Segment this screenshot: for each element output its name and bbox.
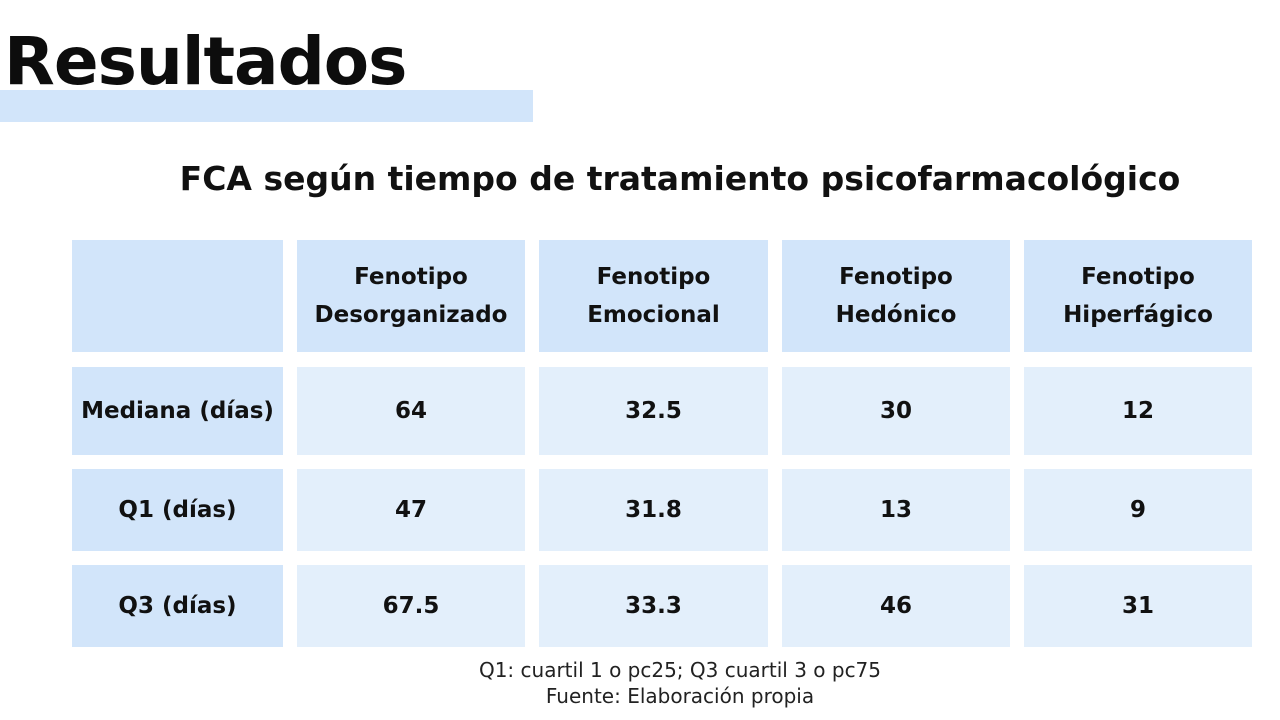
table-cell: 31	[1024, 565, 1252, 647]
footnote-quartiles: Q1: cuartil 1 o pc25; Q3 cuartil 3 o pc7…	[478, 658, 882, 682]
page-title: Resultados	[4, 23, 407, 100]
title-underline-bar	[0, 90, 533, 122]
table-header-desorganizado: Fenotipo Desorganizado	[297, 240, 525, 352]
table-cell: 64	[297, 367, 525, 455]
table-cell: 46	[782, 565, 1010, 647]
header-line: Fenotipo	[354, 264, 468, 290]
table-cell: 31.8	[539, 469, 768, 551]
header-line: Desorganizado	[314, 302, 508, 328]
table-cell: 9	[1024, 469, 1252, 551]
table-header-empty-cell	[72, 240, 283, 352]
table-cell: 12	[1024, 367, 1252, 455]
table-header-emocional: Fenotipo Emocional	[539, 240, 768, 352]
table-cell: 32.5	[539, 367, 768, 455]
table-cell: 13	[782, 469, 1010, 551]
table-cell: 33.3	[539, 565, 768, 647]
footnote-source: Fuente: Elaboración propia	[545, 684, 815, 708]
row-label-mediana: Mediana (días)	[72, 367, 283, 455]
header-line: Fenotipo	[839, 264, 953, 290]
table-header-hiperfagico: Fenotipo Hiperfágico	[1024, 240, 1252, 352]
table-cell: 47	[297, 469, 525, 551]
header-line: Fenotipo	[596, 264, 711, 290]
table-cell: 67.5	[297, 565, 525, 647]
header-line: Hiperfágico	[1063, 302, 1213, 328]
header-line: Emocional	[587, 302, 720, 328]
table-subtitle: FCA según tiempo de tratamiento psicofar…	[179, 159, 1181, 198]
row-label-q3: Q3 (días)	[72, 565, 283, 647]
table-header-hedonico: Fenotipo Hedónico	[782, 240, 1010, 352]
header-line: Fenotipo	[1081, 264, 1195, 290]
header-line: Hedónico	[835, 302, 957, 328]
table-cell: 30	[782, 367, 1010, 455]
row-label-q1: Q1 (días)	[72, 469, 283, 551]
